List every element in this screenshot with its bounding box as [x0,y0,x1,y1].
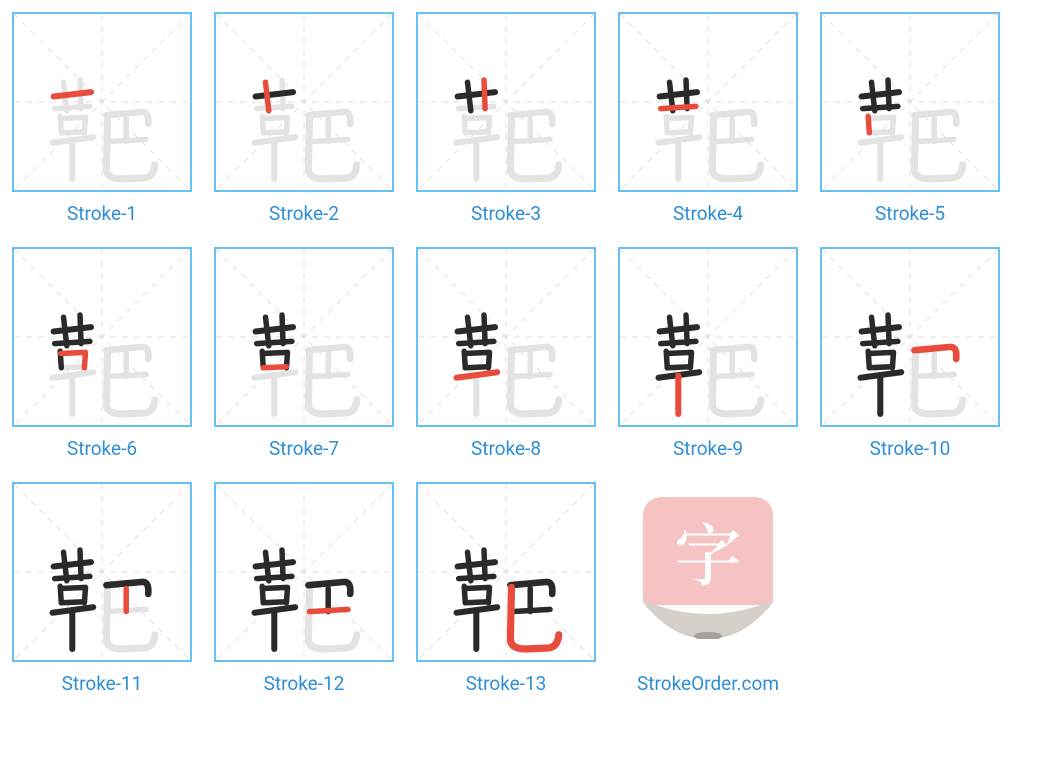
stroke-label: Stroke-7 [269,437,339,460]
stroke-label: Stroke-5 [875,202,945,225]
stroke-tile [214,247,394,427]
character-glyph [620,249,796,425]
pencil-tip-icon [643,599,773,639]
character-glyph [14,484,190,660]
character-glyph [418,484,594,660]
stroke-cell: Stroke-11 [12,482,192,695]
character-glyph [620,14,796,190]
stroke-label: Stroke-11 [62,672,143,695]
stroke-cell: Stroke-10 [820,247,1000,460]
stroke-tile [618,12,798,192]
stroke-label: Stroke-6 [67,437,137,460]
stroke-cell: Stroke-9 [618,247,798,460]
character-glyph [418,249,594,425]
stroke-cell: Stroke-7 [214,247,394,460]
stroke-label: Stroke-2 [269,202,339,225]
stroke-cell: Stroke-4 [618,12,798,225]
character-glyph [216,14,392,190]
stroke-label: Stroke-13 [466,672,547,695]
stroke-label: Stroke-12 [264,672,345,695]
stroke-tile [416,247,596,427]
character-glyph [822,249,998,425]
stroke-cell: Stroke-13 [416,482,596,695]
site-label: StrokeOrder.com [637,672,779,695]
stroke-tile [618,247,798,427]
stroke-cell: Stroke-8 [416,247,596,460]
stroke-label: Stroke-8 [471,437,541,460]
stroke-tile [416,12,596,192]
character-glyph [216,249,392,425]
stroke-label: Stroke-4 [673,202,743,225]
character-glyph [822,14,998,190]
stroke-tile [820,12,1000,192]
stroke-tile [214,482,394,662]
stroke-cell: Stroke-1 [12,12,192,225]
stroke-label: Stroke-10 [870,437,951,460]
stroke-tile [820,247,1000,427]
character-glyph [14,249,190,425]
stroke-label: Stroke-3 [471,202,541,225]
pencil-icon: 字 [643,497,773,647]
logo-char: 字 [674,503,742,600]
stroke-cell: Stroke-2 [214,12,394,225]
stroke-tile [214,12,394,192]
stroke-label: Stroke-9 [673,437,743,460]
stroke-cell: Stroke-3 [416,12,596,225]
logo-tile: 字 [618,482,798,662]
stroke-tile [12,482,192,662]
logo-cell: 字 StrokeOrder.com [618,482,798,695]
character-glyph [14,14,190,190]
stroke-cell: Stroke-6 [12,247,192,460]
character-glyph [418,14,594,190]
stroke-tile [12,12,192,192]
character-glyph [216,484,392,660]
stroke-cell: Stroke-5 [820,12,1000,225]
stroke-tile [12,247,192,427]
stroke-cell: Stroke-12 [214,482,394,695]
stroke-tile [416,482,596,662]
stroke-order-grid: Stroke-1 Stroke-2 Stroke-3 Stroke-4 Stroke-5… [12,12,1042,695]
stroke-label: Stroke-1 [67,202,137,225]
